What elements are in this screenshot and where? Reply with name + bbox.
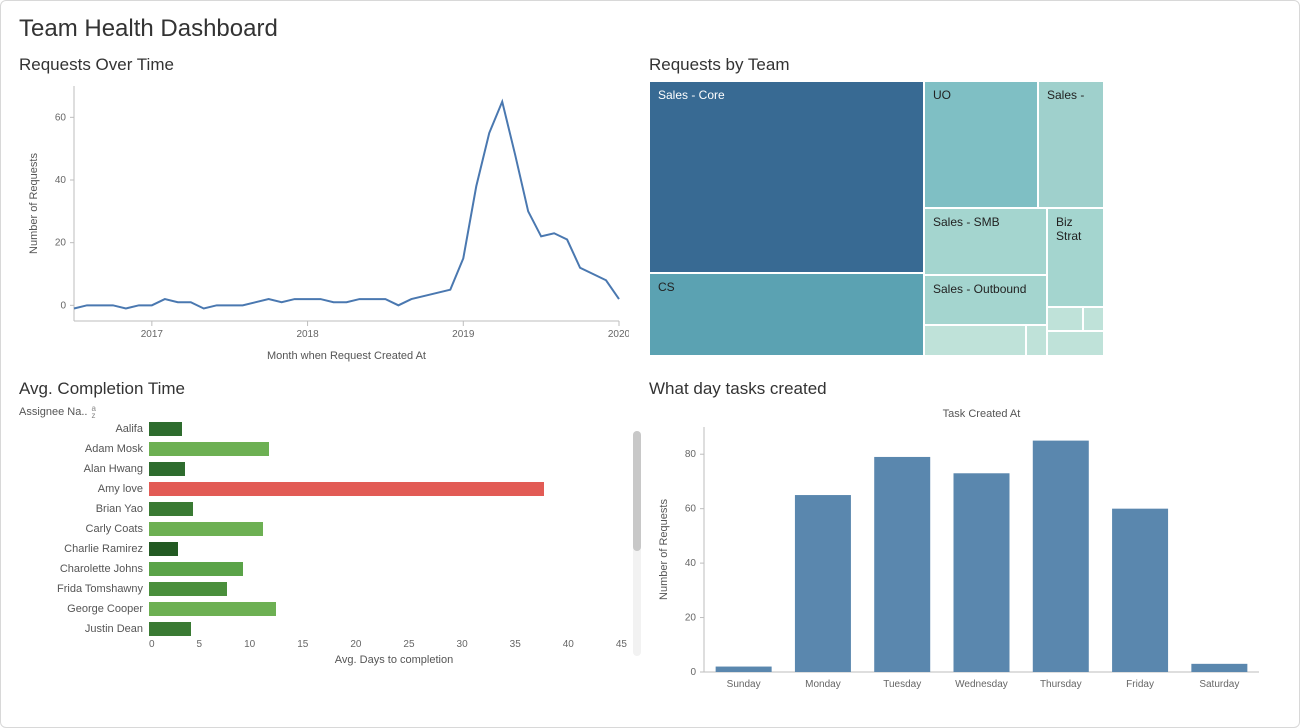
table-row[interactable]: Aalifa <box>19 419 639 439</box>
completion-bar[interactable] <box>149 542 178 556</box>
completion-bar[interactable] <box>149 582 227 596</box>
treemap-cell[interactable] <box>1026 325 1047 356</box>
dashboard-grid: Requests Over Time 0 20 40 60 Number of Requ… <box>19 55 1281 709</box>
x-tick: 30 <box>457 639 468 650</box>
x-tick: 20 <box>350 639 361 650</box>
panel-tasks-by-day: What day tasks created Task Created At 0 2… <box>649 379 1289 709</box>
day-bar-chart[interactable]: Task Created At 0 20 40 60 80 Number of Reques… <box>649 405 1269 705</box>
assignee-label: Alan Hwang <box>19 463 149 475</box>
svg-text:Thursday: Thursday <box>1040 679 1082 690</box>
table-row[interactable]: Adam Mosk <box>19 439 639 459</box>
scrollbar[interactable] <box>633 431 641 656</box>
assignee-label: Carly Coats <box>19 523 149 535</box>
table-row[interactable]: Carly Coats <box>19 519 639 539</box>
panel-title: Requests by Team <box>649 55 1289 75</box>
panel-requests-over-time: Requests Over Time 0 20 40 60 Number of Requ… <box>19 55 639 375</box>
x-tick: 40 <box>563 639 574 650</box>
assignee-label: Brian Yao <box>19 503 149 515</box>
table-row[interactable]: Frida Tomshawny <box>19 579 639 599</box>
completion-bar[interactable] <box>149 442 269 456</box>
table-row[interactable]: Alan Hwang <box>19 459 639 479</box>
treemap-cell[interactable] <box>1047 331 1104 356</box>
treemap-cell[interactable]: Sales - <box>1038 81 1104 208</box>
x-tick: 15 <box>297 639 308 650</box>
svg-text:2020: 2020 <box>608 329 629 340</box>
x-tick: 10 <box>244 639 255 650</box>
treemap-cell[interactable]: UO <box>924 81 1038 208</box>
assignee-label: Charlie Ramirez <box>19 543 149 555</box>
svg-text:40: 40 <box>55 175 67 186</box>
x-axis-label: Avg. Days to completion <box>149 654 639 666</box>
completion-bar[interactable] <box>149 482 544 496</box>
svg-text:Monday: Monday <box>805 679 841 690</box>
treemap-cell[interactable]: Sales - SMB <box>924 208 1047 275</box>
completion-bar[interactable] <box>149 522 263 536</box>
completion-bar[interactable] <box>149 462 185 476</box>
table-row[interactable]: Charlie Ramirez <box>19 539 639 559</box>
svg-text:20: 20 <box>685 613 697 624</box>
treemap-cell[interactable] <box>924 325 1026 356</box>
svg-text:0: 0 <box>60 300 66 311</box>
x-tick: 5 <box>197 639 203 650</box>
svg-text:Number of Requests: Number of Requests <box>28 153 40 254</box>
treemap[interactable]: Sales - CoreCSUOSales -Sales - SMBBiz St… <box>649 81 1104 366</box>
svg-text:0: 0 <box>690 667 696 678</box>
treemap-cell[interactable] <box>1083 307 1104 331</box>
dashboard: Team Health Dashboard Requests Over Time… <box>0 0 1300 728</box>
sort-icon[interactable]: az <box>91 405 95 419</box>
svg-text:2018: 2018 <box>296 329 319 340</box>
x-tick: 45 <box>616 639 627 650</box>
completion-bar[interactable] <box>149 602 276 616</box>
scrollbar-thumb[interactable] <box>633 431 641 551</box>
assignee-label: Amy love <box>19 483 149 495</box>
svg-text:2019: 2019 <box>452 329 475 340</box>
panel-avg-completion: Avg. Completion Time Assignee Na.. az Aa… <box>19 379 639 709</box>
svg-text:80: 80 <box>685 449 697 460</box>
completion-bar[interactable] <box>149 622 191 636</box>
x-tick: 35 <box>510 639 521 650</box>
table-row[interactable]: Amy love <box>19 479 639 499</box>
treemap-cell[interactable]: Sales - Core <box>649 81 924 273</box>
treemap-cell[interactable]: Biz Strat <box>1047 208 1104 307</box>
treemap-cell[interactable] <box>1047 307 1083 331</box>
table-row[interactable]: Charolette Johns <box>19 559 639 579</box>
x-tick: 0 <box>149 639 155 650</box>
table-row[interactable]: George Cooper <box>19 599 639 619</box>
line-chart[interactable]: 0 20 40 60 Number of Requests 2017 2018 2019 202… <box>19 81 629 371</box>
page-title: Team Health Dashboard <box>19 15 1281 43</box>
svg-text:Saturday: Saturday <box>1199 679 1239 690</box>
table-row[interactable]: Brian Yao <box>19 499 639 519</box>
assignee-label: Charolette Johns <box>19 563 149 575</box>
completion-bar[interactable] <box>149 422 182 436</box>
svg-text:20: 20 <box>55 238 67 249</box>
panel-title: Requests Over Time <box>19 55 639 75</box>
assignee-label: Justin Dean <box>19 623 149 635</box>
completion-bar[interactable] <box>149 502 193 516</box>
svg-text:40: 40 <box>685 558 697 569</box>
assignee-label: Adam Mosk <box>19 443 149 455</box>
panel-title: Avg. Completion Time <box>19 379 639 399</box>
svg-text:2017: 2017 <box>141 329 164 340</box>
svg-text:Task Created At: Task Created At <box>943 408 1021 420</box>
treemap-cell[interactable]: Sales - Outbound <box>924 275 1047 325</box>
svg-text:Friday: Friday <box>1126 679 1154 690</box>
completion-bar[interactable] <box>149 562 243 576</box>
assignee-label: Frida Tomshawny <box>19 583 149 595</box>
svg-text:Tuesday: Tuesday <box>883 679 921 690</box>
panel-title: What day tasks created <box>649 379 1289 399</box>
completion-chart[interactable]: Assignee Na.. az Aalifa Adam Mosk Alan Hwa… <box>19 405 639 705</box>
svg-text:Number of Requests: Number of Requests <box>658 499 670 600</box>
svg-text:60: 60 <box>55 112 67 123</box>
svg-text:Sunday: Sunday <box>727 679 761 690</box>
column-header: Assignee Na.. <box>19 406 87 418</box>
svg-text:Wednesday: Wednesday <box>955 679 1008 690</box>
svg-text:60: 60 <box>685 504 697 515</box>
x-tick: 25 <box>403 639 414 650</box>
treemap-cell[interactable]: CS <box>649 273 924 356</box>
table-row[interactable]: Justin Dean <box>19 619 639 639</box>
svg-text:Month when Request Created At: Month when Request Created At <box>267 350 426 362</box>
assignee-label: George Cooper <box>19 603 149 615</box>
panel-requests-by-team: Requests by Team Sales - CoreCSUOSales -… <box>649 55 1289 375</box>
assignee-label: Aalifa <box>19 423 149 435</box>
